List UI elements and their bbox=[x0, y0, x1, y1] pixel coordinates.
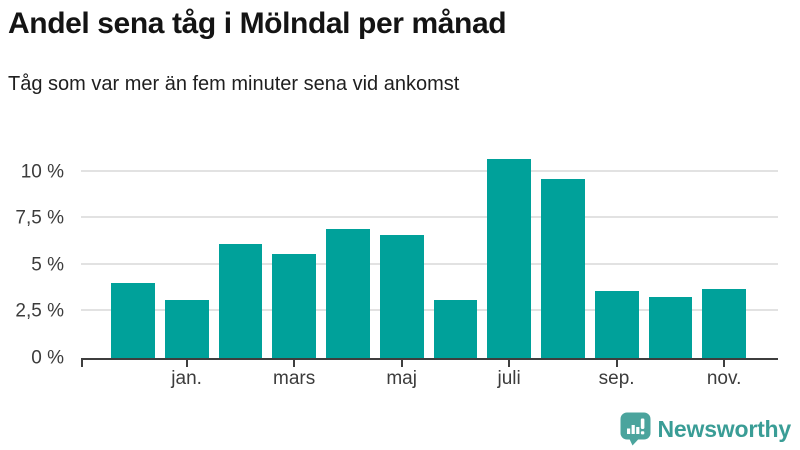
bar bbox=[218, 244, 263, 358]
bar bbox=[379, 235, 424, 358]
y-axis-tick-label: 5 % bbox=[31, 254, 64, 276]
x-axis-tick bbox=[400, 360, 403, 367]
y-axis-tick-label: 2,5 % bbox=[15, 300, 64, 322]
bar bbox=[648, 296, 693, 358]
x-axis-tick-label: maj bbox=[386, 368, 417, 389]
x-axis-tick bbox=[723, 360, 726, 367]
x-axis-tick-label: sep. bbox=[598, 368, 635, 389]
x-axis-tick-label: jan. bbox=[171, 368, 202, 389]
bar bbox=[702, 289, 746, 358]
gridline bbox=[81, 216, 778, 219]
bar bbox=[433, 300, 478, 358]
bar bbox=[326, 229, 370, 358]
x-axis-tick bbox=[293, 360, 296, 367]
bar bbox=[594, 290, 639, 358]
x-axis-tick-label: juli bbox=[497, 368, 521, 389]
bar-cell bbox=[433, 140, 478, 358]
bar-cell bbox=[648, 140, 693, 358]
x-axis-tick bbox=[615, 360, 618, 367]
x-axis-origin-tick bbox=[81, 360, 83, 367]
x-axis-tick bbox=[185, 360, 188, 367]
y-axis-labels: 0 % 2,5 % 5 % 7,5 % 10 % bbox=[0, 140, 64, 367]
bar-cell bbox=[218, 140, 263, 358]
bar bbox=[164, 300, 209, 358]
bar-cell bbox=[541, 140, 585, 358]
bar-cell: sep. bbox=[594, 140, 639, 388]
bar-cell: jan. bbox=[164, 140, 209, 388]
newsworthy-wordmark: Newsworthy bbox=[657, 415, 792, 442]
x-axis-tick-label: nov. bbox=[706, 368, 742, 389]
bar bbox=[487, 158, 531, 358]
newsworthy-speech-bubble-bar-chart-icon bbox=[620, 412, 651, 446]
chart-title: Andel sena tåg i Mölndal per månad bbox=[8, 7, 507, 40]
bar-cell: nov. bbox=[702, 140, 746, 388]
bars-row: jan. mars maj juli sep. nov. bbox=[111, 140, 746, 388]
y-axis-tick-label: 7,5 % bbox=[15, 207, 64, 229]
y-axis-tick-label: 10 % bbox=[20, 161, 64, 183]
gridline bbox=[81, 309, 778, 312]
bar bbox=[272, 253, 316, 358]
bar-cell: maj bbox=[379, 140, 424, 388]
newsworthy-logo: Newsworthy bbox=[620, 412, 791, 446]
x-axis-tick-label: mars bbox=[273, 368, 316, 389]
bar-cell bbox=[326, 140, 370, 358]
bar-cell: mars bbox=[272, 140, 316, 388]
bar bbox=[111, 283, 155, 358]
plot-area: jan. mars maj juli sep. nov. bbox=[81, 140, 778, 388]
y-axis-tick-label: 0 % bbox=[31, 347, 64, 369]
bar-cell: juli bbox=[487, 140, 531, 388]
bar bbox=[541, 179, 585, 358]
gridline bbox=[81, 262, 778, 265]
x-axis-tick bbox=[508, 360, 511, 367]
chart-subtitle: Tåg som var mer än fem minuter sena vid … bbox=[8, 73, 460, 95]
gridline bbox=[81, 169, 778, 172]
bar-cell bbox=[111, 140, 155, 358]
